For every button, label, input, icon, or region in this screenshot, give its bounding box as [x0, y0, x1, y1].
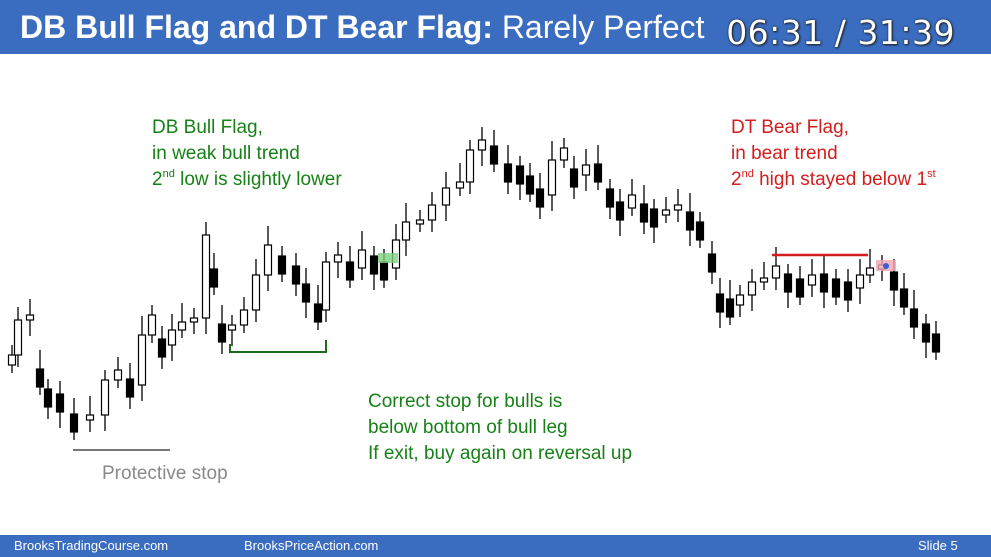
candle-body: [157, 338, 167, 358]
candle-body: [921, 323, 931, 343]
candle-body: [503, 163, 513, 183]
candle-body: [899, 288, 909, 308]
candle-body: [201, 234, 211, 319]
candle-body: [889, 271, 899, 291]
candle-body: [525, 175, 535, 195]
dt-bear-flag-annotation: DT Bear Flag, in bear trend 2nd high sta…: [731, 117, 936, 190]
slide-number: Slide 5: [918, 538, 958, 553]
candle-body: [639, 203, 649, 223]
candle-body: [7, 354, 17, 366]
candle-body: [559, 147, 569, 161]
candle-body: [291, 265, 301, 285]
candle-body: [685, 211, 695, 231]
candle-body: [547, 159, 557, 196]
candle-body: [113, 369, 123, 381]
candle-body: [55, 393, 65, 413]
candle-body: [725, 298, 735, 318]
correct-stop-annotation: Correct stop for bulls is below bottom o…: [368, 391, 633, 464]
candle-body: [345, 261, 355, 281]
candle-body: [301, 283, 311, 303]
candle-body: [931, 333, 941, 353]
candle-body: [515, 165, 525, 185]
candle-body: [535, 188, 545, 208]
candle-body: [333, 254, 343, 263]
slide-header: DB Bull Flag and DT Bear Flag: Rarely Pe…: [0, 0, 991, 54]
slide-title-bold: DB Bull Flag and DT Bear Flag:: [20, 9, 493, 45]
candle-body: [263, 244, 273, 276]
candle-body: [661, 209, 671, 216]
candle-body: [695, 221, 705, 241]
candle-body: [707, 253, 717, 273]
candle-body: [795, 278, 805, 298]
candle-body: [177, 321, 187, 331]
candle-body: [137, 334, 147, 386]
slide-footer: BrooksTradingCourse.com BrooksPriceActio…: [0, 535, 991, 557]
candle-body: [25, 314, 35, 321]
candle-body: [615, 201, 625, 221]
candle-body: [477, 139, 487, 151]
candlestick-chart: [7, 127, 941, 451]
candle-body: [239, 309, 249, 326]
candle-body: [569, 168, 579, 188]
candle-body: [735, 294, 745, 306]
candle-body: [357, 249, 367, 269]
candle-body: [771, 265, 781, 279]
candle-body: [831, 278, 841, 298]
candle-body: [581, 164, 591, 176]
candle-body: [715, 293, 725, 313]
candle-body: [85, 414, 95, 421]
candle-body: [649, 208, 659, 228]
slide-title: DB Bull Flag and DT Bear Flag: Rarely Pe…: [20, 7, 705, 47]
buy-signal-marker: [378, 253, 398, 263]
candle-body: [147, 314, 157, 336]
candle-body: [321, 261, 331, 311]
candle-body: [227, 324, 237, 331]
slide-title-rest: Rarely Perfect: [492, 9, 705, 45]
candle-body: [217, 323, 227, 343]
footer-link-left[interactable]: BrooksTradingCourse.com: [14, 538, 169, 553]
candle-body: [819, 273, 829, 293]
candle-body: [125, 378, 135, 398]
protective-stop-label: Protective stop: [102, 463, 228, 484]
candle-body: [43, 388, 53, 408]
candle-body: [189, 317, 199, 323]
candle-body: [807, 274, 817, 286]
candle-body: [747, 281, 757, 296]
candle-body: [593, 163, 603, 183]
candle-body: [673, 204, 683, 211]
double-bottom-line: [229, 340, 327, 353]
candle-body: [865, 267, 875, 276]
candle-body: [427, 204, 437, 221]
candle-body: [167, 329, 177, 346]
candle-body: [465, 149, 475, 183]
candle-body: [783, 273, 793, 293]
candle-body: [369, 255, 379, 275]
candle-body: [35, 368, 45, 388]
candle-body: [843, 281, 853, 301]
candle-body: [415, 219, 425, 225]
candle-body: [251, 274, 261, 311]
candle-body: [605, 188, 615, 208]
candle-body: [909, 308, 919, 328]
candle-body: [759, 277, 769, 283]
candle-body: [277, 255, 287, 275]
candle-body: [13, 319, 23, 356]
candle-body: [313, 303, 323, 323]
candle-body: [69, 413, 79, 433]
footer-link-center[interactable]: BrooksPriceAction.com: [244, 538, 379, 553]
candle-body: [209, 268, 219, 288]
candle-body: [401, 221, 411, 241]
candle-body: [855, 274, 865, 289]
candle-body: [441, 187, 451, 206]
candle-body: [489, 145, 499, 165]
video-timer: 06:31 / 31:39: [726, 13, 955, 52]
db-bull-flag-annotation: DB Bull Flag, in weak bull trend 2nd low…: [152, 117, 342, 190]
candle-body: [100, 379, 110, 416]
cursor-dot: [883, 263, 889, 269]
candle-body: [627, 194, 637, 209]
candle-body: [455, 181, 465, 189]
candle-body: [379, 261, 389, 281]
